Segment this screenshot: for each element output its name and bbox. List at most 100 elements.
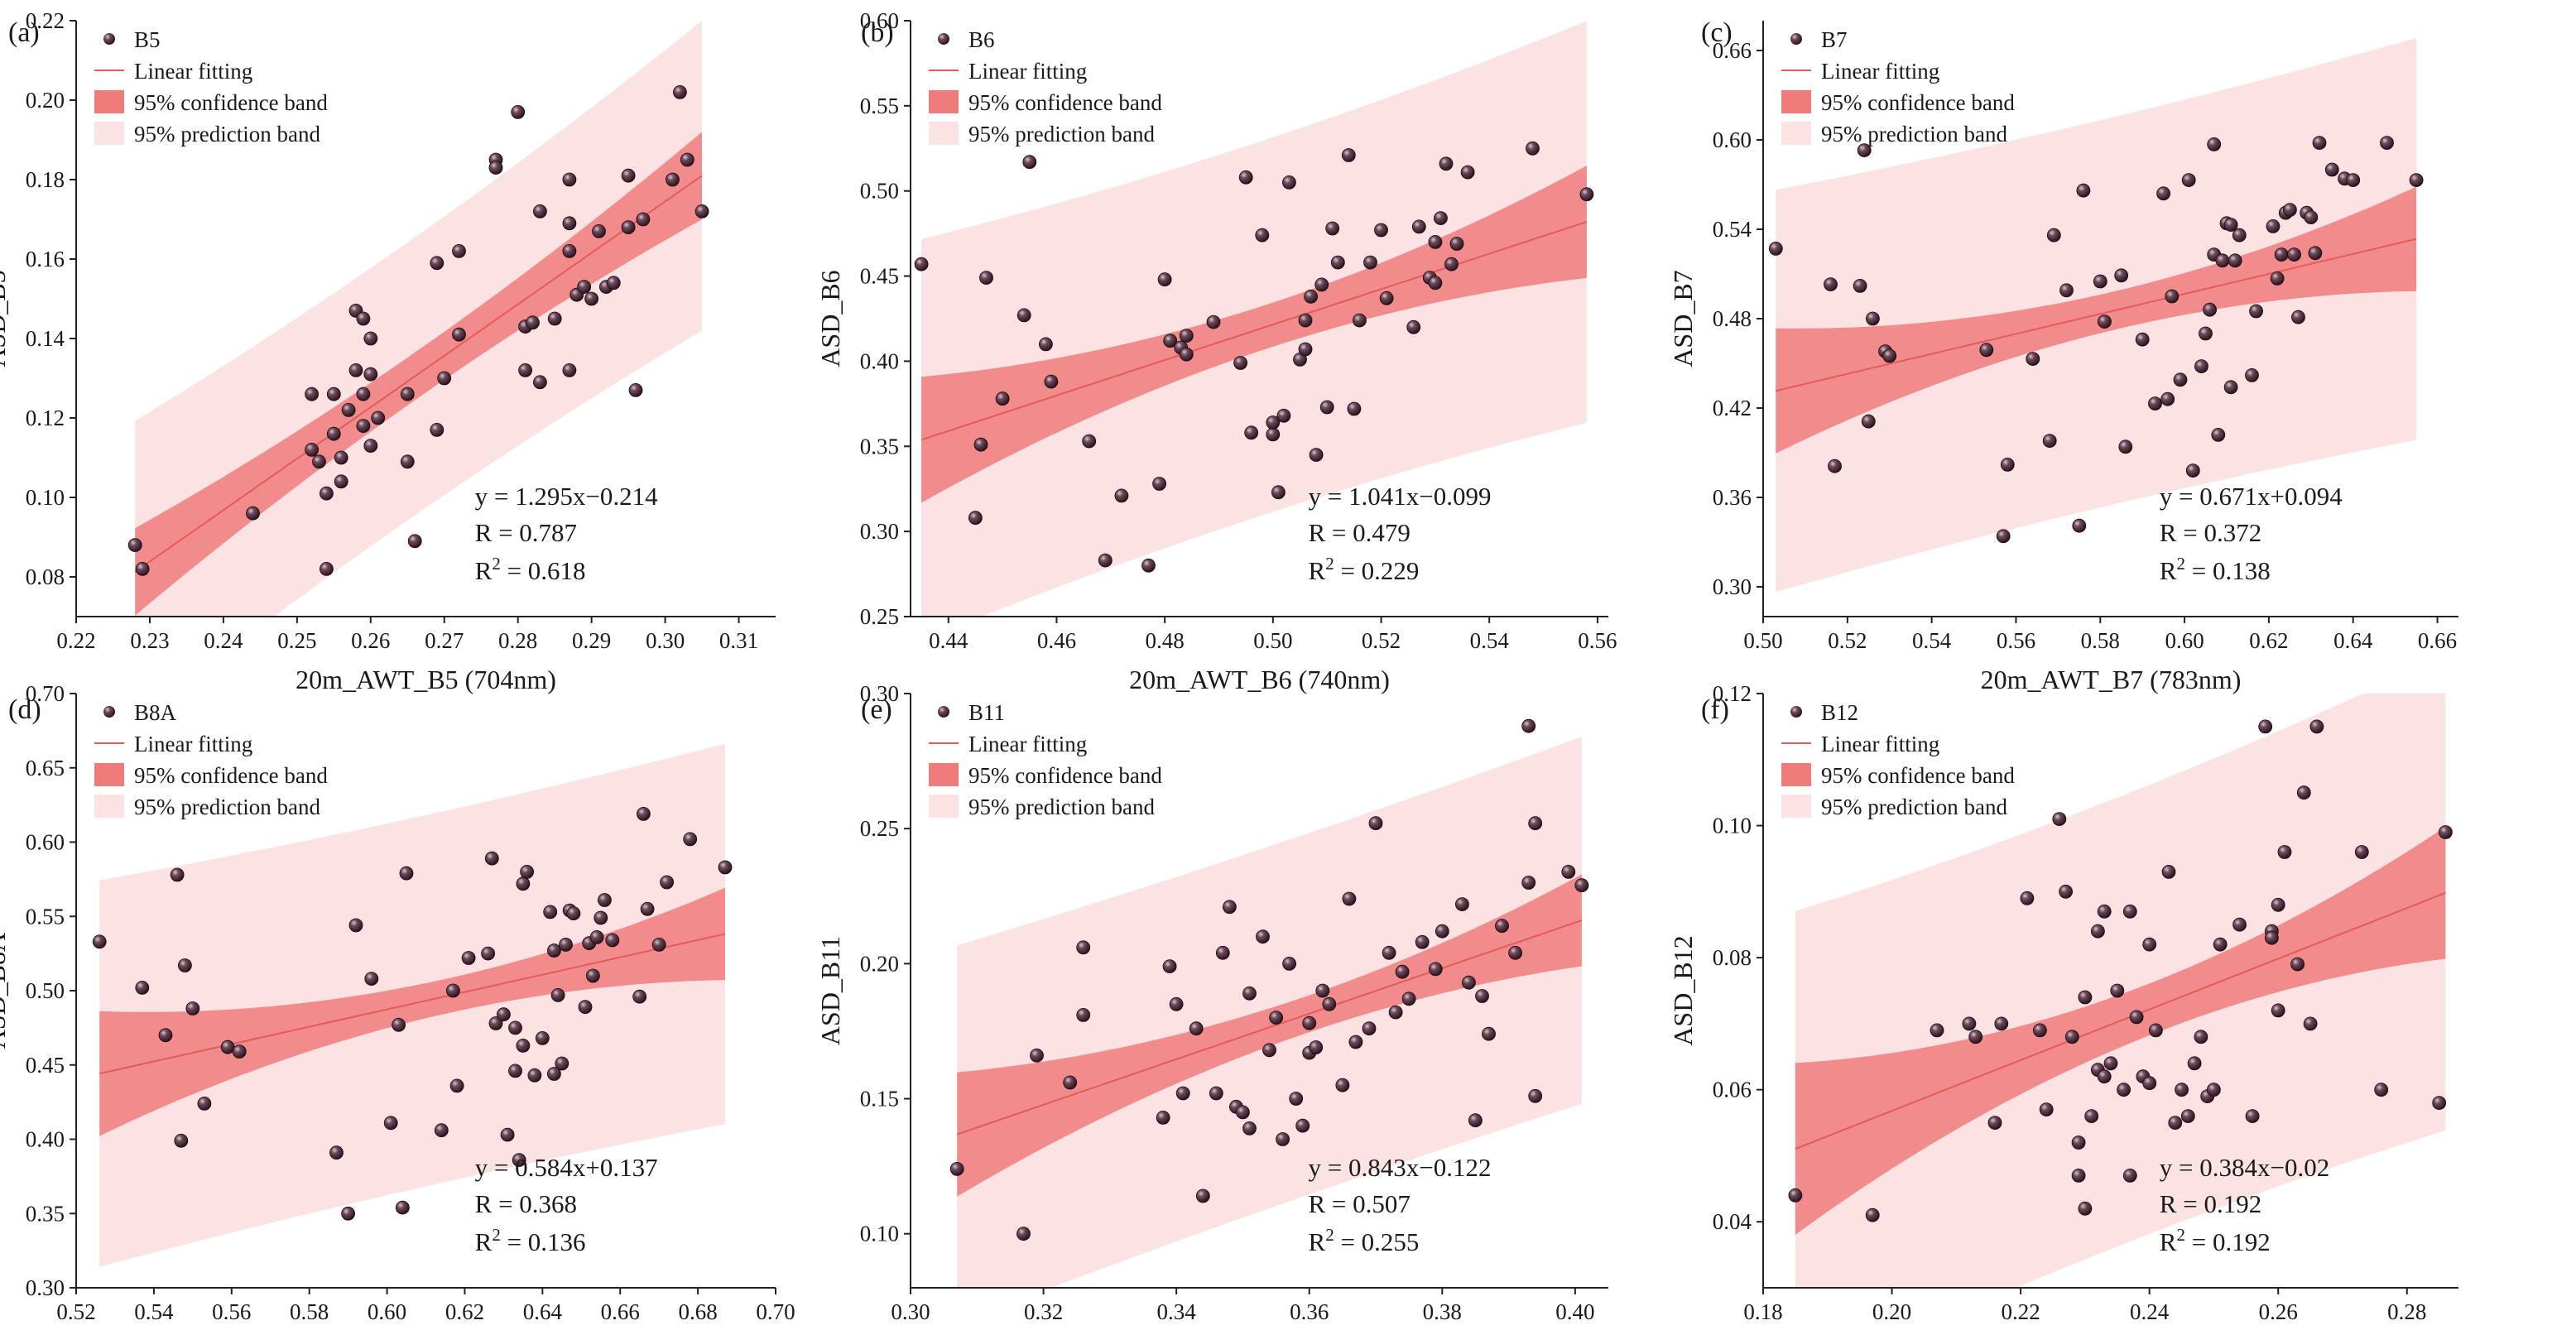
data-point: [329, 1145, 344, 1160]
data-point: [1179, 329, 1194, 343]
chart-panel-f: 0.18 0.20 0.22 0.24 0.26 0.28 0.04 0.06 0.08 0.10…: [1668, 681, 2458, 1324]
r-squared-value: R2 = 0.138: [2160, 554, 2271, 585]
data-point: [1379, 290, 1394, 305]
data-point: [2046, 228, 2061, 242]
data-point: [334, 450, 348, 465]
y-axis-title: ASD_B12: [1668, 935, 1698, 1045]
x-tick-label: 0.24: [204, 628, 243, 653]
data-points: [127, 85, 709, 576]
legend-label-fit: Linear fitting: [134, 59, 252, 84]
data-point: [1269, 1011, 1283, 1025]
legend-label-prediction: 95% prediction band: [968, 795, 1155, 819]
data-point: [2071, 1136, 2086, 1150]
r-value: R = 0.787: [475, 518, 577, 547]
data-point: [2309, 719, 2324, 734]
data-point: [1030, 1048, 1044, 1063]
data-point: [1979, 343, 1994, 358]
y-tick-label: 0.25: [860, 604, 899, 629]
legend-label-points: B12: [1821, 700, 1858, 725]
data-point: [348, 363, 363, 377]
data-point: [2059, 884, 2074, 899]
data-point: [2354, 845, 2369, 859]
data-point: [1439, 156, 1454, 171]
data-point: [547, 1067, 561, 1081]
legend-label-points: B11: [968, 700, 1005, 725]
data-point: [2078, 990, 2093, 1005]
legend-marker-points: [103, 706, 115, 718]
data-point: [2122, 904, 2137, 919]
x-tick-label: 0.62: [445, 1299, 484, 1324]
r-squared-value: R2 = 0.136: [475, 1225, 586, 1256]
x-tick-label: 0.58: [2081, 628, 2120, 653]
data-point: [1044, 374, 1059, 389]
data-point: [2064, 1030, 2079, 1044]
data-point: [1098, 553, 1113, 568]
y-axis-title: ASD_B5: [0, 270, 11, 367]
y-tick-label: 0.35: [860, 434, 899, 459]
data-point: [2160, 391, 2175, 406]
x-tick-label: 0.52: [1362, 628, 1401, 653]
legend-marker-prediction: [1781, 795, 1811, 818]
data-point: [2207, 137, 2222, 151]
data-point: [1289, 1092, 1304, 1106]
data-point: [1335, 1078, 1350, 1092]
data-point: [1968, 1030, 1983, 1044]
data-point: [2090, 924, 2105, 939]
data-point: [158, 1028, 173, 1043]
data-point: [550, 988, 565, 1002]
data-point: [1298, 342, 1313, 357]
y-tick-label: 0.15: [860, 1087, 899, 1112]
legend-label-points: B7: [1821, 27, 1848, 52]
data-point: [220, 1040, 235, 1054]
data-point: [1368, 816, 1383, 831]
x-tick-label: 0.62: [2249, 628, 2288, 653]
data-point: [2078, 1201, 2093, 1216]
data-point: [578, 1000, 593, 1015]
legend-marker-confidence: [929, 763, 959, 786]
legend-marker-points: [103, 33, 115, 45]
data-point: [363, 331, 378, 346]
y-tick-label: 0.30: [26, 1275, 65, 1300]
data-point: [135, 562, 150, 576]
y-tick-label: 0.70: [26, 681, 65, 706]
data-point: [1256, 929, 1270, 944]
x-tick-label: 0.40: [1555, 1299, 1594, 1324]
y-tick-label: 0.35: [26, 1201, 65, 1226]
data-point: [666, 172, 680, 187]
x-tick-label: 0.23: [130, 628, 169, 653]
data-point: [2117, 1083, 2131, 1097]
data-point: [2249, 304, 2264, 319]
data-point: [640, 901, 655, 916]
data-point: [1282, 175, 1296, 190]
data-point: [606, 276, 621, 290]
data-point: [1455, 897, 1469, 911]
data-point: [1468, 1113, 1483, 1128]
data-point: [341, 1206, 356, 1221]
data-point: [2148, 396, 2162, 411]
data-point: [2266, 218, 2280, 233]
data-point: [452, 243, 466, 258]
data-points: [92, 807, 733, 1221]
data-point: [356, 387, 371, 401]
legend-label-fit: Linear fitting: [1821, 732, 1939, 756]
data-point: [589, 930, 604, 944]
data-point: [1462, 975, 1476, 990]
data-point: [484, 851, 499, 866]
data-point: [305, 387, 320, 401]
data-point: [2213, 937, 2228, 952]
legend-label-fit: Linear fitting: [968, 732, 1087, 756]
data-point: [1579, 187, 1594, 202]
data-point: [2270, 271, 2285, 286]
x-tick-label: 0.28: [2387, 1299, 2426, 1324]
data-point: [555, 1056, 570, 1071]
x-tick-label: 0.60: [2165, 628, 2204, 653]
y-tick-label: 0.30: [860, 681, 899, 706]
confidence-band: [921, 166, 1587, 503]
data-point: [2026, 352, 2040, 367]
data-point: [1255, 228, 1270, 242]
data-point: [1304, 289, 1318, 304]
y-tick-label: 0.42: [1713, 396, 1752, 420]
y-axis-title: ASD_B7: [1668, 270, 1698, 367]
data-point: [1495, 919, 1509, 934]
data-point: [1521, 876, 1536, 890]
